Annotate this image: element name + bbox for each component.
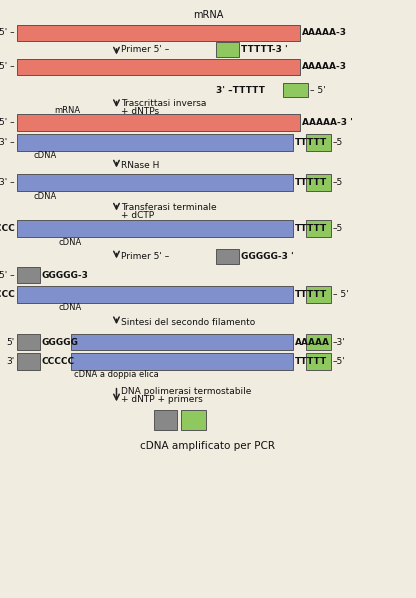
Text: + dNTP + primers: + dNTP + primers — [121, 395, 203, 404]
Text: 5' –: 5' – — [0, 270, 15, 280]
Bar — [306, 334, 331, 350]
Bar — [306, 174, 331, 191]
Text: – 5': – 5' — [333, 289, 349, 299]
Bar — [216, 249, 239, 264]
Text: –3': –3' — [333, 337, 346, 347]
Bar — [17, 334, 40, 350]
Text: 3' –TTTTT: 3' –TTTTT — [216, 86, 265, 95]
Text: AAAAA-3: AAAAA-3 — [302, 28, 347, 38]
Text: 3' –CCCCC: 3' –CCCCC — [0, 224, 15, 233]
Text: cDNA: cDNA — [58, 303, 82, 312]
Bar — [283, 83, 308, 97]
Text: TTTTT: TTTTT — [295, 289, 328, 299]
Text: cDNA a doppia elica: cDNA a doppia elica — [74, 370, 159, 380]
Text: –5: –5 — [333, 224, 343, 233]
Text: DNA polimerasi termostabile: DNA polimerasi termostabile — [121, 387, 251, 396]
Text: TTTTT: TTTTT — [295, 178, 328, 187]
Text: 3' –: 3' – — [0, 138, 15, 147]
Text: TTTTT: TTTTT — [295, 356, 328, 366]
Bar — [17, 134, 293, 151]
Text: Transferasi terminale: Transferasi terminale — [121, 203, 216, 212]
Text: 5' –: 5' – — [0, 28, 15, 38]
Text: TTTTT-3 ': TTTTT-3 ' — [241, 45, 288, 54]
Text: –5: –5 — [333, 138, 343, 147]
Text: 3' –CCCCC: 3' –CCCCC — [0, 289, 15, 299]
Text: TTTTT: TTTTT — [295, 224, 328, 233]
Text: Sintesi del secondo filamento: Sintesi del secondo filamento — [121, 318, 255, 327]
Text: –5': –5' — [333, 356, 346, 366]
Text: – 5': – 5' — [310, 86, 326, 95]
Bar — [216, 42, 239, 57]
Text: AAAAA: AAAAA — [295, 337, 330, 347]
Bar — [17, 174, 293, 191]
Text: cDNA: cDNA — [33, 151, 57, 160]
Bar — [71, 353, 293, 370]
Text: 5': 5' — [6, 337, 15, 347]
Text: Primer 5' –: Primer 5' – — [121, 45, 169, 54]
Text: cDNA: cDNA — [33, 191, 57, 201]
Text: + dCTP: + dCTP — [121, 210, 154, 220]
Bar — [17, 59, 300, 75]
Text: TTTTT: TTTTT — [295, 138, 328, 147]
Text: + dNTPs: + dNTPs — [121, 106, 159, 116]
Bar — [17, 286, 293, 303]
Text: cDNA amplificato per PCR: cDNA amplificato per PCR — [141, 441, 275, 450]
Bar — [71, 334, 293, 350]
Text: 5' –: 5' – — [0, 62, 15, 72]
Bar — [154, 410, 177, 430]
Text: GGGGG-3: GGGGG-3 — [42, 270, 89, 280]
Text: –5: –5 — [333, 178, 343, 187]
Bar — [17, 25, 300, 41]
Text: mRNA: mRNA — [193, 10, 223, 20]
Text: GGGGG-3 ': GGGGG-3 ' — [241, 252, 294, 261]
Text: 3' –: 3' – — [0, 178, 15, 187]
Text: cDNA: cDNA — [58, 237, 82, 247]
Bar — [306, 286, 331, 303]
Bar — [181, 410, 206, 430]
Text: 5' –: 5' – — [0, 118, 15, 127]
Bar — [306, 134, 331, 151]
Bar — [17, 114, 300, 131]
Text: Primer 5' –: Primer 5' – — [121, 252, 169, 261]
Text: CCCCC: CCCCC — [42, 356, 75, 366]
Text: 3': 3' — [6, 356, 15, 366]
Bar — [17, 220, 293, 237]
Bar — [17, 267, 40, 283]
Text: Trascrittasi inversa: Trascrittasi inversa — [121, 99, 206, 108]
Text: AAAAA-3: AAAAA-3 — [302, 62, 347, 72]
Text: mRNA: mRNA — [54, 106, 80, 115]
Text: GGGGG: GGGGG — [42, 337, 79, 347]
Text: AAAAA-3 ': AAAAA-3 ' — [302, 118, 352, 127]
Bar — [17, 353, 40, 370]
Bar — [306, 353, 331, 370]
Text: RNase H: RNase H — [121, 161, 159, 170]
Bar — [306, 220, 331, 237]
